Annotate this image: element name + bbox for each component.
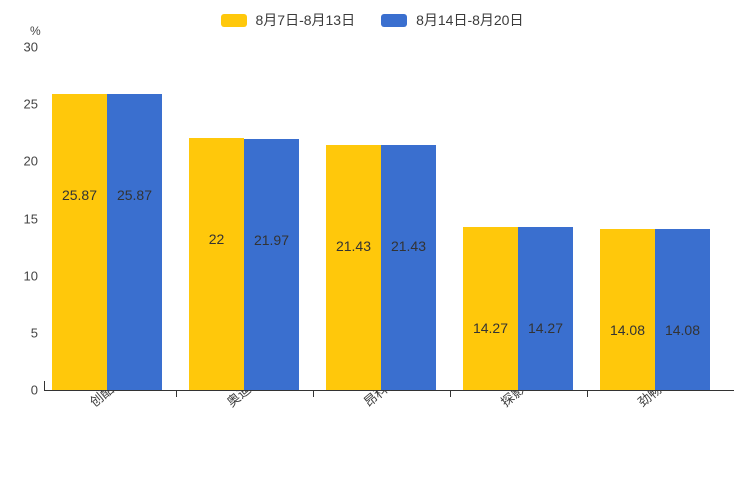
- y-axis-tick-0: 0: [30, 382, 38, 398]
- bar-fill: 14.27: [463, 226, 518, 390]
- bar-3-series-1[interactable]: 21.43: [326, 144, 381, 390]
- bar-group-1: 25.87 25.87: [52, 47, 162, 390]
- bar-group-4: 14.27 14.27: [463, 47, 573, 390]
- bar-value-label: 14.08: [609, 322, 646, 339]
- chart-legend: 8月7日-8月13日 8月14日-8月20日: [0, 8, 744, 32]
- bar-fill: 21.97: [244, 138, 299, 390]
- bar-2-series-1[interactable]: 22: [189, 138, 244, 390]
- bar-fill: 21.43: [381, 144, 436, 390]
- x-axis-line: [44, 390, 734, 391]
- y-axis-tick-15: 15: [23, 211, 38, 226]
- bar-4-series-1[interactable]: 14.27: [463, 226, 518, 390]
- bar-fill: 25.87: [107, 94, 162, 390]
- legend-swatch-series-1: [220, 13, 247, 27]
- bar-value-label: 25.87: [116, 187, 153, 204]
- bar-value-label: 14.08: [664, 322, 701, 339]
- bar-value-label: 14.27: [527, 319, 564, 336]
- bar-3-series-2[interactable]: 21.43: [381, 144, 436, 390]
- bar-5-series-2[interactable]: 14.08: [655, 229, 710, 390]
- y-axis-tick-5: 5: [30, 325, 38, 341]
- y-axis-line: [44, 381, 45, 391]
- x-axis-tick-1: [175, 390, 177, 397]
- legend-label-series-2: 8月14日-8月20日: [416, 12, 524, 28]
- bar-fill: 21.43: [326, 144, 381, 390]
- bar-group-3: 21.43 21.43: [326, 47, 436, 390]
- bar-value-label: 21.43: [335, 237, 372, 254]
- y-axis-tick-30: 30: [23, 39, 38, 55]
- bar-fill: 22: [189, 138, 244, 390]
- bar-4-series-2[interactable]: 14.27: [518, 226, 573, 390]
- plot-area: 25.87 25.87 22 21.97 21.43 21.43 14.27 14.27 14.…: [44, 47, 734, 390]
- bar-5-series-1[interactable]: 14.08: [600, 229, 655, 390]
- legend-swatch-series-2: [381, 13, 408, 27]
- bar-fill: 25.87: [52, 94, 107, 390]
- legend-item-series-2[interactable]: 8月14日-8月20日: [381, 13, 523, 27]
- bar-value-label: 22: [208, 231, 225, 248]
- y-axis-tick-25: 25: [23, 96, 38, 112]
- x-axis-tick-2: [312, 390, 314, 397]
- bar-fill: 14.27: [518, 226, 573, 390]
- bar-1-series-2[interactable]: 25.87: [107, 94, 162, 390]
- y-axis-tick-10: 10: [23, 268, 38, 284]
- bar-value-label: 25.87: [61, 187, 98, 204]
- x-axis-tick-4: [586, 390, 588, 397]
- bar-fill: 14.08: [600, 229, 655, 390]
- bar-fill: 14.08: [655, 229, 710, 390]
- y-axis-unit-label: %: [30, 24, 41, 38]
- bar-group-2: 22 21.97: [189, 47, 299, 390]
- y-axis-tick-20: 20: [23, 153, 38, 169]
- bar-value-label: 14.27: [472, 319, 509, 336]
- bar-1-series-1[interactable]: 25.87: [52, 94, 107, 390]
- legend-label-series-1: 8月7日-8月13日: [255, 12, 356, 28]
- x-axis-tick-3: [449, 390, 451, 397]
- y-axis-tick-labels: 30 25 20 15 10 5 0: [0, 0, 38, 496]
- bar-value-label: 21.43: [390, 237, 427, 254]
- bar-value-label: 21.97: [253, 231, 290, 248]
- bar-2-series-2[interactable]: 21.97: [244, 138, 299, 390]
- bar-group-5: 14.08 14.08: [600, 47, 710, 390]
- legend-item-series-1[interactable]: 8月7日-8月13日: [220, 12, 356, 28]
